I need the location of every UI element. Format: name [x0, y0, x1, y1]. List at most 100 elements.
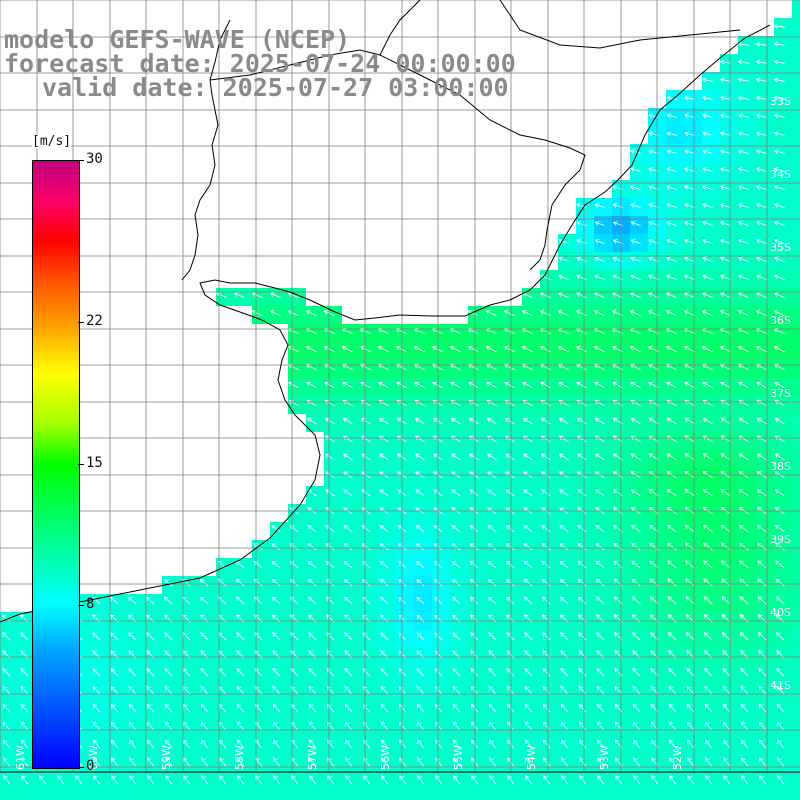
wind-arrow — [721, 596, 731, 605]
wind-arrow — [381, 775, 389, 785]
wind-arrow — [486, 399, 497, 407]
wind-cell — [792, 18, 800, 36]
wind-arrow — [775, 596, 785, 605]
wind-arrow — [488, 739, 497, 749]
wind-arrow — [576, 435, 587, 443]
wind-arrow — [255, 775, 263, 785]
wind-arrow — [774, 435, 785, 443]
wind-arrow — [773, 95, 785, 101]
wind-cell — [792, 720, 800, 738]
wind-arrow — [596, 739, 605, 749]
wind-arrow — [360, 453, 371, 461]
wind-arrow — [755, 256, 767, 263]
wind-arrow — [325, 489, 335, 497]
wind-arrow — [362, 721, 371, 731]
wind-arrow — [683, 256, 695, 263]
wind-arrow — [776, 739, 785, 749]
wind-arrow — [576, 256, 587, 262]
wind-arrow — [559, 489, 569, 497]
wind-arrow — [110, 668, 119, 677]
wind-arrow — [522, 381, 533, 389]
wind-arrow — [324, 381, 335, 389]
wind-arrow — [631, 632, 641, 641]
wind-arrow — [378, 399, 389, 407]
wind-arrow — [594, 203, 605, 208]
wind-arrow — [20, 721, 29, 731]
wind-arrow — [666, 95, 677, 101]
wind-arrow — [504, 417, 515, 425]
wind-arrow — [632, 739, 641, 749]
wind-cell — [792, 684, 800, 702]
latitude-label: 35S — [770, 241, 791, 254]
wind-arrow — [199, 578, 209, 587]
wind-arrow — [758, 739, 767, 749]
wind-arrow — [666, 203, 677, 208]
wind-arrow — [487, 489, 497, 497]
wind-arrow — [758, 721, 767, 731]
wind-arrow — [468, 417, 479, 425]
wind-arrow — [380, 739, 389, 749]
wind-arrow — [597, 775, 605, 785]
wind-arrow — [720, 453, 731, 461]
wind-arrow — [596, 632, 605, 641]
wind-arrow — [719, 310, 731, 317]
wind-arrow — [3, 757, 11, 767]
wind-arrow — [93, 739, 101, 749]
wind-arrow — [755, 292, 767, 299]
river — [181, 19, 231, 281]
wind-arrow — [485, 345, 497, 353]
wind-cell — [450, 792, 468, 800]
wind-arrow — [344, 632, 353, 641]
wind-arrow — [362, 668, 371, 677]
wind-arrow — [596, 721, 605, 731]
wind-arrow — [666, 381, 677, 389]
wind-arrow — [219, 775, 227, 785]
wind-arrow — [92, 668, 101, 677]
wind-arrow — [269, 310, 281, 317]
wind-cell — [162, 792, 180, 800]
wind-arrow — [109, 596, 119, 605]
wind-arrow — [378, 435, 389, 443]
wind-arrow — [773, 292, 785, 299]
wind-arrow — [557, 292, 569, 299]
wind-arrow — [668, 667, 677, 677]
wind-arrow — [704, 685, 713, 695]
wind-arrow — [702, 524, 713, 533]
wind-arrow — [380, 596, 389, 605]
wind-arrow — [668, 739, 677, 749]
longitude-label: 57W — [306, 745, 319, 770]
wind-arrow — [701, 292, 713, 299]
wind-arrow — [342, 417, 353, 425]
forecast-date: forecast date: 2025-07-24 00:00:00 — [4, 49, 516, 78]
wind-cell — [792, 234, 800, 252]
wind-arrow — [701, 185, 713, 190]
wind-arrow — [362, 703, 371, 713]
wind-arrow — [488, 632, 497, 641]
wind-cell — [792, 792, 800, 800]
wind-arrow — [594, 256, 605, 262]
wind-arrow — [164, 632, 173, 641]
wind-arrow — [291, 775, 299, 785]
wind-cell — [702, 792, 720, 800]
wind-arrows — [2, 23, 785, 785]
wind-arrow — [737, 202, 749, 208]
wind-arrow — [685, 578, 695, 587]
wind-arrow — [541, 578, 551, 587]
wind-arrow — [629, 292, 641, 299]
wind-arrow — [128, 632, 137, 641]
wind-arrow — [775, 560, 785, 569]
wind-arrow — [523, 560, 533, 569]
wind-arrow — [755, 77, 767, 83]
wind-cell — [72, 792, 90, 800]
wind-arrow — [722, 739, 731, 749]
wind-arrow — [578, 703, 587, 713]
wind-arrow — [684, 167, 695, 172]
title-block: modelo GEFS-WAVE (NCEP) forecast date: 2… — [4, 27, 516, 100]
wind-arrow — [630, 453, 641, 461]
wind-arrow — [559, 560, 569, 569]
wind-arrow — [450, 399, 461, 407]
wind-arrow — [146, 632, 155, 641]
wind-arrow — [343, 542, 353, 551]
wind-arrow — [271, 542, 281, 551]
wind-cell — [792, 504, 800, 522]
